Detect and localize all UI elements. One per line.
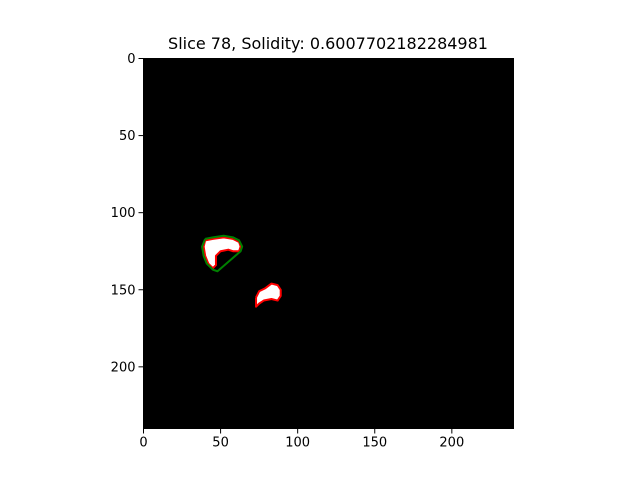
y-tick-label: 0 [127,52,135,67]
x-tick-label: 150 [362,436,387,451]
marks-layer [201,234,282,308]
region-contour-2 [255,282,282,308]
chart-title: Slice 78, Solidity: 0.6007702182284981 [168,34,488,53]
y-tick-label: 100 [111,206,136,221]
x-tick-label: 200 [439,436,464,451]
convex-hull-contour-3 [201,234,244,273]
y-tick-label: 50 [119,129,136,144]
axes-layer: 0 50 100 150 200 0 50 100 150 200 [111,52,514,451]
y-tick-label: 150 [111,283,136,298]
y-tick-label: 200 [111,360,136,375]
x-tick-label: 50 [212,436,229,451]
x-tick-label: 100 [285,436,310,451]
plot-area [143,58,514,429]
region-contour-1 [202,236,242,270]
plot-frame [143,58,514,429]
x-tick-label: 0 [139,436,147,451]
white-region-1 [203,237,241,269]
